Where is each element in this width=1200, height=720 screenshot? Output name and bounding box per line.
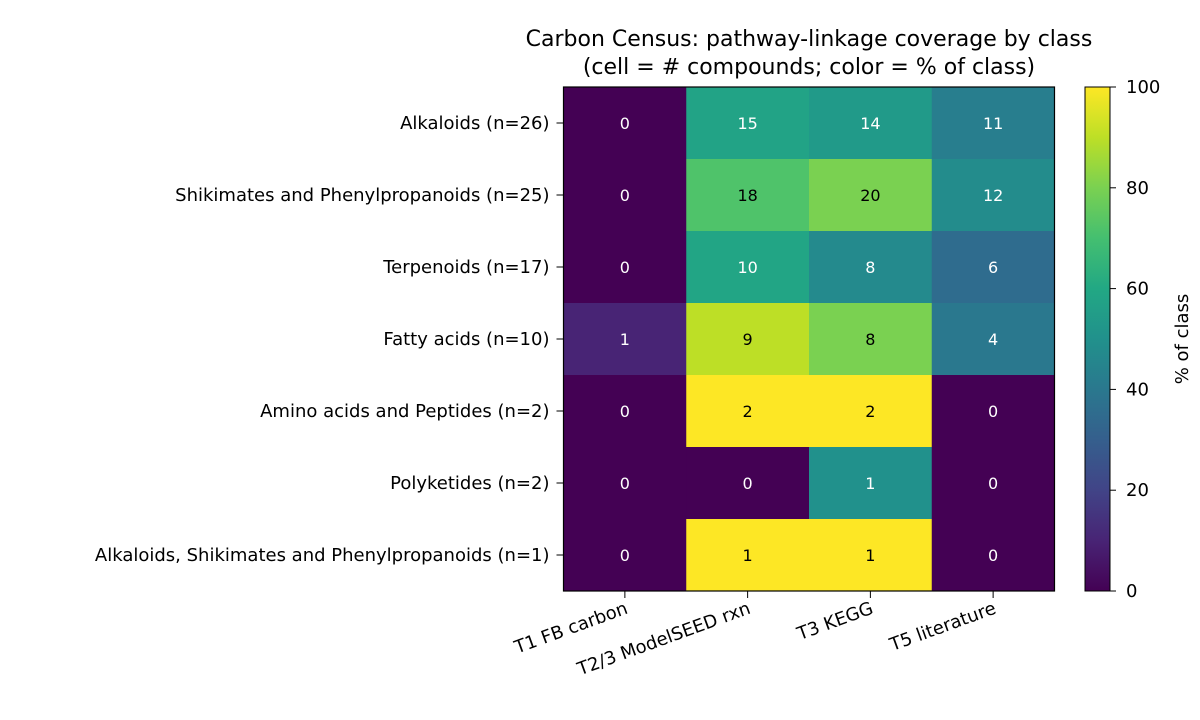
- row-label: Alkaloids, Shikimates and Phenylpropanoi…: [95, 545, 550, 566]
- colorbar-tick-label: 60: [1126, 279, 1149, 300]
- heatmap-cell: [931, 303, 1055, 376]
- column-label: T3 KEGG: [793, 598, 876, 645]
- heatmap-cell: [686, 447, 810, 520]
- heatmap-cell: [931, 375, 1055, 448]
- cell-value: 0: [620, 402, 630, 421]
- heatmap-cells: 0 15 14 110 18 20 120 10 8 61 9 8 40 2 2 00 0 1 00 1 1 0: [563, 87, 1055, 592]
- cell-value: 2: [743, 402, 753, 421]
- cell-value: 0: [743, 474, 753, 493]
- heatmap-cell: [931, 231, 1055, 304]
- row-label: Amino acids and Peptides (n=2): [260, 401, 549, 422]
- cell-value: 0: [620, 474, 630, 493]
- heatmap-cell: [563, 303, 687, 376]
- heatmap-cell: [686, 159, 810, 232]
- cell-value: 9: [743, 330, 753, 349]
- heatmap-cell: [809, 231, 933, 304]
- cell-value: 1: [743, 546, 753, 565]
- cell-value: 0: [620, 546, 630, 565]
- cell-value: 18: [737, 186, 757, 205]
- row-label: Terpenoids (n=17): [382, 257, 549, 278]
- heatmap-cell: [563, 231, 687, 304]
- row-label: Fatty acids (n=10): [383, 329, 549, 350]
- heatmap-cell: [931, 159, 1055, 232]
- colorbar-tick-label: 0: [1126, 581, 1137, 602]
- heatmap-cell: [809, 303, 933, 376]
- heatmap-cell: [931, 447, 1055, 520]
- cell-value: 1: [865, 474, 875, 493]
- cell-value: 0: [620, 258, 630, 277]
- colorbar-label: % of class: [1172, 294, 1193, 385]
- colorbar-ticks: 0 20 40 60 80 100: [1110, 77, 1160, 602]
- heatmap-cell: [686, 303, 810, 376]
- cell-value: 0: [988, 402, 998, 421]
- heatmap-cell: [563, 447, 687, 520]
- cell-value: 12: [983, 186, 1003, 205]
- colorbar-tick-label: 100: [1126, 77, 1160, 98]
- row-label: Shikimates and Phenylpropanoids (n=25): [175, 185, 549, 206]
- cell-value: 15: [737, 114, 757, 133]
- heatmap-cell: [686, 87, 810, 160]
- heatmap-cell: [931, 519, 1055, 592]
- heatmap-cell: [686, 375, 810, 448]
- colorbar-tick-label: 80: [1126, 178, 1149, 199]
- colorbar: [1084, 86, 1111, 592]
- colorbar-tick-label: 20: [1126, 480, 1149, 501]
- column-label: T5 literature: [886, 598, 999, 656]
- cell-value: 0: [988, 546, 998, 565]
- heatmap-cell: [563, 375, 687, 448]
- heatmap-cell: [809, 447, 933, 520]
- cell-value: 11: [983, 114, 1003, 133]
- heatmap-cell: [809, 375, 933, 448]
- heatmap-cell: [809, 159, 933, 232]
- chart-title: Carbon Census: pathway-linkage coverage …: [526, 27, 1093, 52]
- cell-value: 8: [865, 258, 875, 277]
- row-label: Alkaloids (n=26): [400, 113, 549, 134]
- row-label: Polyketides (n=2): [390, 473, 549, 494]
- heatmap-cell: [563, 519, 687, 592]
- cell-value: 0: [620, 114, 630, 133]
- cell-value: 4: [988, 330, 998, 349]
- heatmap-frame: [562, 86, 1056, 592]
- chart-subtitle: (cell = # compounds; color = % of class): [583, 55, 1035, 80]
- cell-value: 1: [865, 546, 875, 565]
- heatmap-cell: [686, 231, 810, 304]
- colorbar-tick-label: 40: [1126, 379, 1149, 400]
- cell-value: 8: [865, 330, 875, 349]
- cell-value: 0: [988, 474, 998, 493]
- cell-value: 10: [737, 258, 757, 277]
- cell-value: 20: [860, 186, 880, 205]
- heatmap-cell: [931, 87, 1055, 160]
- heatmap-cell: [563, 159, 687, 232]
- heatmap-cell: [809, 519, 933, 592]
- row-labels: Alkaloids (n=26) Shikimates and Phenylpro…: [95, 113, 564, 566]
- heatmap-cell: [563, 87, 687, 160]
- cell-value: 14: [860, 114, 880, 133]
- heatmap-cell: [686, 519, 810, 592]
- cell-value: 6: [988, 258, 998, 277]
- cell-value: 2: [865, 402, 875, 421]
- cell-value: 0: [620, 186, 630, 205]
- heatmap-cell: [809, 87, 933, 160]
- cell-value: 1: [620, 330, 630, 349]
